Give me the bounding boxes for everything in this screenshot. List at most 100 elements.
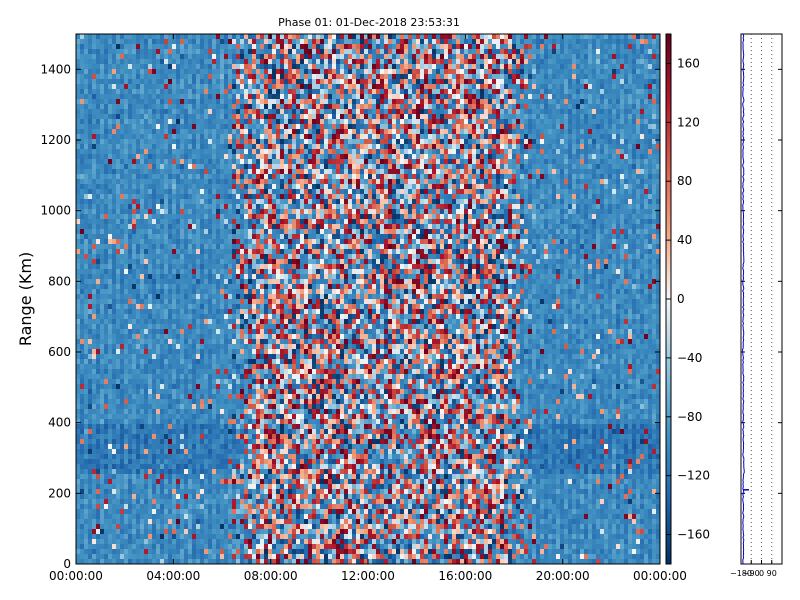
heatmap-cell	[140, 164, 145, 170]
heatmap-cell	[120, 174, 125, 180]
heatmap-cell	[124, 119, 129, 125]
heatmap-cell	[240, 149, 245, 155]
heatmap-cell	[136, 339, 141, 345]
heatmap-cell	[260, 314, 265, 320]
heatmap-cell	[188, 164, 193, 170]
heatmap-cell	[164, 219, 169, 225]
heatmap-cell	[188, 519, 193, 525]
heatmap-cell	[196, 74, 201, 80]
heatmap-cell	[100, 194, 105, 200]
heatmap-cell	[96, 534, 101, 540]
heatmap-cell	[80, 464, 85, 470]
heatmap-cell	[104, 514, 109, 520]
heatmap-cell	[248, 114, 253, 120]
heatmap-cell	[244, 314, 249, 320]
heatmap-cell	[144, 429, 149, 435]
heatmap-cell	[236, 234, 241, 240]
heatmap-cell	[256, 299, 261, 305]
heatmap-cell	[100, 534, 105, 540]
heatmap-cell	[236, 494, 241, 500]
heatmap-cell	[120, 334, 125, 340]
heatmap-cell	[260, 369, 265, 375]
heatmap-cell	[244, 379, 249, 385]
heatmap-cell	[236, 379, 241, 385]
heatmap-cell	[184, 389, 189, 395]
heatmap-cell	[252, 59, 257, 65]
heatmap-cell	[136, 444, 141, 450]
heatmap-cell	[228, 449, 233, 455]
heatmap-cell	[232, 114, 237, 120]
heatmap-cell	[104, 44, 109, 50]
heatmap-cell	[104, 269, 109, 275]
heatmap-cell	[144, 379, 149, 385]
heatmap-cell	[196, 339, 201, 345]
heatmap-cell	[92, 379, 97, 385]
heatmap-cell	[212, 439, 217, 445]
heatmap-cell	[132, 199, 137, 205]
heatmap-cell	[192, 279, 197, 285]
heatmap-cell	[200, 149, 205, 155]
heatmap-cell	[160, 199, 165, 205]
heatmap-cell	[84, 354, 89, 360]
heatmap-cell	[116, 259, 121, 265]
heatmap-cell	[88, 119, 93, 125]
heatmap-cell	[228, 249, 233, 255]
heatmap-cell	[220, 394, 225, 400]
heatmap-cell	[100, 269, 105, 275]
heatmap-cell	[88, 524, 93, 530]
heatmap-cell	[152, 64, 157, 70]
heatmap-cell	[188, 59, 193, 65]
heatmap-cell	[260, 364, 265, 370]
heatmap-cell	[100, 519, 105, 525]
heatmap-cell	[220, 434, 225, 440]
heatmap-cell	[140, 449, 145, 455]
heatmap-cell	[100, 444, 105, 450]
heatmap-cell	[168, 369, 173, 375]
heatmap-cell	[96, 124, 101, 130]
heatmap-cell	[216, 99, 221, 105]
heatmap-cell	[156, 164, 161, 170]
heatmap-cell	[84, 484, 89, 490]
heatmap-cell	[200, 89, 205, 95]
heatmap-cell	[116, 444, 121, 450]
heatmap-cell	[188, 429, 193, 435]
heatmap-cell	[196, 334, 201, 340]
heatmap-cell	[100, 94, 105, 100]
heatmap-cell	[160, 424, 165, 430]
heatmap-cell	[212, 399, 217, 405]
heatmap-cell	[172, 424, 177, 430]
heatmap-cell	[208, 99, 213, 105]
heatmap-cell	[108, 434, 113, 440]
heatmap-cell	[128, 179, 133, 185]
heatmap-cell	[128, 209, 133, 215]
heatmap-cell	[216, 194, 221, 200]
heatmap-cell	[164, 254, 169, 260]
heatmap-cell	[244, 174, 249, 180]
heatmap-cell	[244, 184, 249, 190]
heatmap-cell	[164, 114, 169, 120]
heatmap-cell	[140, 239, 145, 245]
heatmap-cell	[128, 344, 133, 350]
heatmap-cell	[252, 404, 257, 410]
heatmap-cell	[240, 244, 245, 250]
heatmap-cell	[84, 344, 89, 350]
heatmap-cell	[84, 334, 89, 340]
heatmap-cell	[244, 179, 249, 185]
heatmap-cell	[216, 34, 221, 40]
heatmap-cell	[172, 39, 177, 45]
heatmap-cell	[224, 199, 229, 205]
heatmap-cell	[116, 554, 121, 560]
heatmap-cell	[184, 159, 189, 165]
heatmap-cell	[236, 369, 241, 375]
heatmap-cell	[224, 494, 229, 500]
heatmap-cell	[248, 129, 253, 135]
heatmap-cell	[152, 334, 157, 340]
heatmap-cell	[256, 459, 261, 465]
heatmap-cell	[164, 284, 169, 290]
heatmap-cell	[220, 109, 225, 115]
heatmap-cell	[104, 169, 109, 175]
heatmap-cell	[132, 44, 137, 50]
heatmap-cell	[104, 389, 109, 395]
heatmap-cell	[100, 114, 105, 120]
heatmap-cell	[84, 229, 89, 235]
